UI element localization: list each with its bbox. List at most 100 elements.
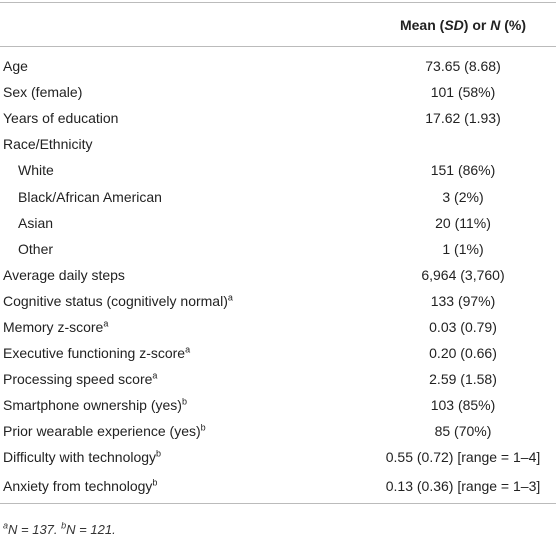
label-text: Smartphone ownership (yes) <box>3 397 182 414</box>
table-row: Processing speed scorea 2.59 (1.58) <box>0 366 556 392</box>
row-value: 0.20 (0.66) <box>370 340 556 366</box>
row-value: 0.13 (0.36) [range = 1–3] <box>370 470 556 504</box>
value-text: 101 (58%) <box>430 84 496 101</box>
table-row: Other 1 (1%) <box>0 236 556 262</box>
footnote-mark: b <box>61 520 67 531</box>
footnote: bN = 121. <box>61 520 116 537</box>
label-text: Years of education <box>3 110 119 127</box>
footnote-mark: a <box>3 520 9 531</box>
row-label: Processing speed scorea <box>0 366 370 392</box>
value-text: 0.55 (0.72) [range = 1–4] <box>385 449 541 466</box>
value-text: 3 (2%) <box>442 188 484 205</box>
value-text: 6,964 (3,760) <box>421 266 505 283</box>
table-row: Age 73.65 (8.68) <box>0 47 556 80</box>
row-label: Black/African American <box>0 183 370 209</box>
value-text: 0.13 (0.36) [range = 1–3] <box>385 477 541 494</box>
value-text: 20 (11%) <box>435 214 491 231</box>
note-mark: b <box>200 422 206 433</box>
label-text: Sex (female) <box>3 84 83 101</box>
table-row: Memory z-scorea 0.03 (0.79) <box>0 314 556 340</box>
row-value: 85 (70%) <box>370 418 556 444</box>
footnotes: aN = 137. bN = 121. <box>3 520 556 537</box>
row-value: 101 (58%) <box>370 79 556 105</box>
note-mark: b <box>152 476 158 487</box>
note-mark: a <box>103 318 109 329</box>
value-text: 1 (1%) <box>442 240 484 257</box>
header-text: ) or <box>463 16 491 33</box>
table-row: Black/African American 3 (2%) <box>0 183 556 209</box>
row-label: White <box>0 157 370 183</box>
header-text: N <box>490 16 501 33</box>
label-text: Age <box>3 58 28 75</box>
value-text: 85 (70%) <box>434 423 492 440</box>
label-text: Race/Ethnicity <box>3 136 93 153</box>
note-mark: a <box>227 292 233 303</box>
row-label: Age <box>0 47 370 80</box>
header-text: SD <box>444 16 464 33</box>
label-text: Average daily steps <box>3 266 125 283</box>
row-label: Years of education <box>0 105 370 131</box>
data-table: Mean (SD) or N (%) Age 73.65 (8.68) Sex (f… <box>0 2 556 504</box>
row-label: Memory z-scorea <box>0 314 370 340</box>
label-text: Cognitive status (cognitively normal) <box>3 292 228 309</box>
value-text: 2.59 (1.58) <box>429 371 497 388</box>
label-text: Executive functioning z-score <box>3 345 186 362</box>
row-value: 3 (2%) <box>370 183 556 209</box>
table-row: Years of education 17.62 (1.93) <box>0 105 556 131</box>
label-text: Prior wearable experience (yes) <box>3 423 201 440</box>
label-text: Asian <box>18 214 54 231</box>
footnote-text: = 137. <box>17 521 58 537</box>
row-value: 0.55 (0.72) [range = 1–4] <box>370 444 556 470</box>
value-text: 0.03 (0.79) <box>429 318 497 335</box>
row-value: 20 (11%) <box>370 210 556 236</box>
footnote-var: N <box>66 521 76 537</box>
row-value: 17.62 (1.93) <box>370 105 556 131</box>
row-label: Executive functioning z-scorea <box>0 340 370 366</box>
header-row: Mean (SD) or N (%) <box>0 2 556 47</box>
value-text: 0.20 (0.66) <box>429 345 497 362</box>
row-label: Cognitive status (cognitively normal)a <box>0 288 370 314</box>
table-row: Average daily steps 6,964 (3,760) <box>0 262 556 288</box>
value-text: 103 (85%) <box>430 397 496 414</box>
row-label: Prior wearable experience (yes)b <box>0 418 370 444</box>
row-value: 73.65 (8.68) <box>370 47 556 80</box>
label-text: Anxiety from technology <box>3 477 153 494</box>
table-row: Sex (female) 101 (58%) <box>0 79 556 105</box>
table-row: Asian 20 (11%) <box>0 210 556 236</box>
table-row: Anxiety from technologyb 0.13 (0.36) [ran… <box>0 470 556 504</box>
label-text: White <box>18 162 54 179</box>
row-value: 6,964 (3,760) <box>370 262 556 288</box>
note-mark: b <box>181 396 187 407</box>
row-label: Asian <box>0 210 370 236</box>
row-label: Average daily steps <box>0 262 370 288</box>
value-text: 133 (97%) <box>430 292 496 309</box>
row-label: Sex (female) <box>0 79 370 105</box>
value-text: 151 (86%) <box>430 162 496 179</box>
row-label: Smartphone ownership (yes)b <box>0 392 370 418</box>
footnote-var: N <box>8 521 18 537</box>
table-row: Cognitive status (cognitively normal)a 13… <box>0 288 556 314</box>
row-value: 2.59 (1.58) <box>370 366 556 392</box>
row-value <box>370 131 556 157</box>
row-value: 103 (85%) <box>370 392 556 418</box>
row-value: 0.03 (0.79) <box>370 314 556 340</box>
note-mark: b <box>156 448 162 459</box>
table-row: Race/Ethnicity <box>0 131 556 157</box>
table-body: Age 73.65 (8.68) Sex (female) 101 (58%) Year… <box>0 47 556 504</box>
label-text: Memory z-score <box>3 318 104 335</box>
row-value: 133 (97%) <box>370 288 556 314</box>
header-text: (%) <box>500 16 527 33</box>
value-text: 73.65 (8.68) <box>425 58 501 75</box>
note-mark: a <box>185 344 191 355</box>
note-mark: a <box>152 370 158 381</box>
row-label: Difficulty with technologyb <box>0 444 370 470</box>
header-text: Mean ( <box>399 16 445 33</box>
table-row: Difficulty with technologyb 0.55 (0.72) [… <box>0 444 556 470</box>
label-text: Other <box>18 240 54 257</box>
label-header <box>0 2 370 47</box>
row-label: Anxiety from technologyb <box>0 470 370 504</box>
label-text: Black/African American <box>18 188 162 205</box>
label-text: Difficulty with technology <box>3 449 157 466</box>
value-text: 17.62 (1.93) <box>425 110 501 127</box>
